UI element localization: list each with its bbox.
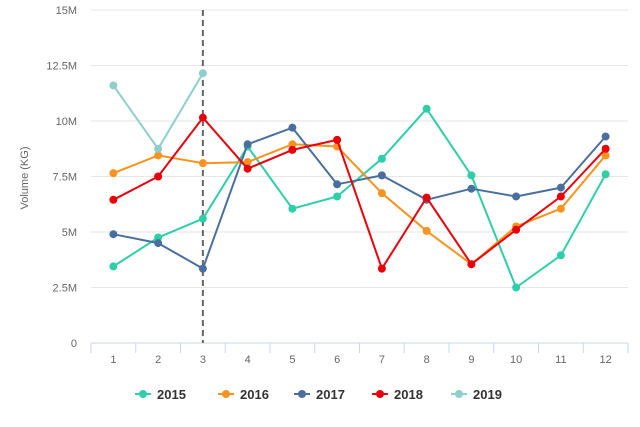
legend-marker-icon [455,390,463,398]
series-line-2019 [112,72,204,150]
y-axis-title: Volume (KG) [19,147,31,210]
x-tick-label: 8 [424,354,430,366]
data-point-2017-5[interactable] [288,123,297,132]
x-tick-label: 2 [155,354,161,366]
data-point-2019-3[interactable] [198,69,207,78]
data-point-2016-3[interactable] [198,159,207,168]
data-point-2017-11[interactable] [556,183,565,192]
data-point-2017-1[interactable] [109,230,118,239]
data-point-2016-4[interactable] [243,158,252,167]
legend-marker-icon [298,390,306,398]
series-line-2015 [112,107,607,289]
legend-label: 2019 [473,387,502,402]
legend-item-2015[interactable]: 2015 [135,387,186,402]
data-point-2015-12[interactable] [601,170,610,179]
data-point-2016-7[interactable] [377,189,386,198]
data-point-2015-8[interactable] [422,104,431,113]
y-tick-label: 0 [71,338,77,350]
data-point-2018-3[interactable] [198,113,207,122]
x-tick-label: 10 [510,354,522,366]
y-tick-label: 15M [56,5,77,17]
x-tick-label: 9 [468,354,474,366]
data-point-2015-11[interactable] [556,251,565,260]
data-point-2018-9[interactable] [467,260,476,269]
grid-lines [91,9,628,344]
series-layer [109,69,610,292]
legend-item-2017[interactable]: 2017 [294,387,345,402]
data-point-2015-3[interactable] [198,214,207,223]
series-line-2017 [112,126,607,270]
legend: 2015 2016 2017 2018 2019 [135,387,502,402]
x-tick-label: 1 [110,354,116,366]
x-tick-label: 12 [600,354,612,366]
legend-item-2016[interactable]: 2016 [218,387,269,402]
legend-item-2018[interactable]: 2018 [372,387,423,402]
series-2018 [109,113,610,273]
series-2015 [109,104,610,292]
data-point-2017-3[interactable] [198,264,207,273]
legend-item-2019[interactable]: 2019 [451,387,502,402]
data-point-2018-11[interactable] [556,192,565,201]
data-point-2015-2[interactable] [154,233,163,242]
series-2017 [109,123,610,273]
data-point-2016-5[interactable] [288,140,297,149]
legend-label: 2017 [316,387,345,402]
data-point-2018-8[interactable] [422,193,431,202]
y-tick-label: 5M [62,227,77,239]
data-point-2017-10[interactable] [512,192,521,201]
data-point-2018-10[interactable] [512,225,521,234]
x-tick-label: 11 [555,354,566,366]
x-tick-label: 7 [379,354,385,366]
y-tick-label: 12.5M [46,61,77,73]
data-point-2015-6[interactable] [333,192,342,201]
x-axis: 1 2 3 4 5 6 7 8 9 10 11 12 [90,342,629,366]
data-point-2015-9[interactable] [467,171,476,180]
data-point-2015-10[interactable] [512,283,521,292]
data-point-2015-7[interactable] [377,154,386,163]
legend-marker-icon [139,390,147,398]
legend-label: 2018 [394,387,423,402]
x-tick-label: 5 [289,354,295,366]
series-2019 [109,69,207,153]
data-point-2018-2[interactable] [154,172,163,181]
legend-label: 2016 [240,387,269,402]
x-tick-label: 6 [334,354,340,366]
series-line-2018 [112,116,607,270]
data-point-2016-1[interactable] [109,169,118,178]
data-point-2017-2[interactable] [154,239,163,248]
data-point-2017-12[interactable] [601,132,610,141]
y-tick-label: 10M [56,116,77,128]
data-point-2018-5[interactable] [288,145,297,154]
data-point-2016-12[interactable] [601,151,610,160]
legend-marker-icon [222,390,230,398]
data-point-2018-12[interactable] [601,144,610,153]
data-point-2016-2[interactable] [154,151,163,160]
legend-label: 2015 [157,387,186,402]
data-point-2018-7[interactable] [377,264,386,273]
data-point-2017-7[interactable] [377,171,386,180]
data-point-2016-11[interactable] [556,204,565,213]
x-tick-label: 4 [245,354,251,366]
data-point-2019-2[interactable] [154,144,163,153]
x-tick-label: 3 [200,354,206,366]
data-point-2018-6[interactable] [333,135,342,144]
legend-marker-icon [376,390,384,398]
data-point-2018-1[interactable] [109,195,118,204]
y-tick-label: 2.5M [53,283,77,295]
y-axis: 0 2.5M 5M 7.5M 10M 12.5M 15M [46,5,77,350]
data-point-2019-1[interactable] [109,81,118,90]
data-point-2015-1[interactable] [109,262,118,271]
data-point-2018-4[interactable] [243,164,252,173]
data-point-2015-5[interactable] [288,204,297,213]
data-point-2017-6[interactable] [333,180,342,189]
data-point-2016-8[interactable] [422,226,431,235]
y-tick-label: 7.5M [53,172,77,184]
data-point-2017-4[interactable] [243,140,252,149]
data-point-2017-9[interactable] [467,184,476,193]
